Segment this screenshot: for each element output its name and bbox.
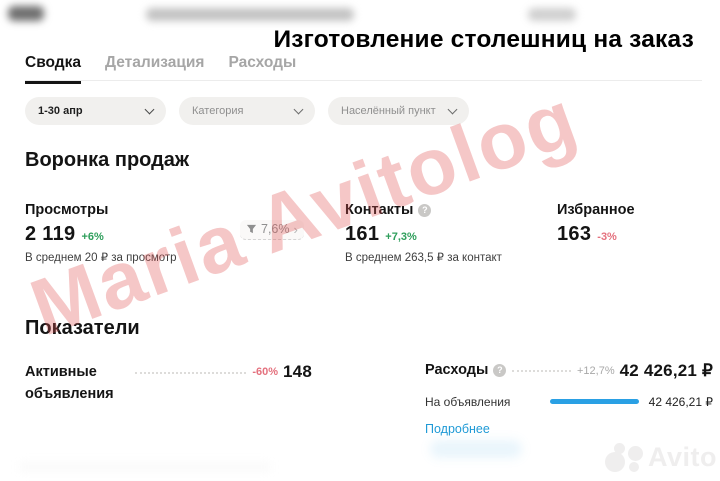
category-label: Категория xyxy=(192,105,244,117)
metric-contacts-delta: +7,3% xyxy=(385,231,417,243)
metric-contacts: Контакты ? 161 +7,3% В среднем 263,5 ₽ з… xyxy=(345,202,555,264)
expenses-value: 42 426,21 ₽ xyxy=(619,360,713,380)
metric-favorites-label: Избранное xyxy=(557,202,635,218)
metric-favorites-delta: -3% xyxy=(597,231,617,243)
blurred-account-name xyxy=(146,8,354,21)
avito-watermark: Avito xyxy=(604,440,717,474)
expenses-progress-bar xyxy=(550,399,639,405)
active-ads-delta: -60% xyxy=(252,366,279,378)
category-filter[interactable]: Категория xyxy=(179,97,315,125)
blurred-back-control xyxy=(8,6,44,21)
dotted-leader xyxy=(512,369,571,373)
expenses-ads-row: На объявления 42 426,21 ₽ xyxy=(425,395,713,409)
metric-favorites-value: 163 xyxy=(557,223,592,245)
avito-dots-icon xyxy=(604,440,646,474)
expenses-block: Расходы ? +12,7% 42 426,21 ₽ На объявлен… xyxy=(425,360,713,438)
expenses-delta: +12,7% xyxy=(577,364,615,377)
faint-bottom-smudge xyxy=(20,462,270,472)
metric-views-delta: +6% xyxy=(81,231,104,243)
help-icon[interactable]: ? xyxy=(493,364,507,378)
tab-details[interactable]: Детализация xyxy=(105,54,205,71)
chevron-down-icon xyxy=(293,104,304,115)
metric-contacts-label: Контакты xyxy=(345,202,414,218)
tab-expenses[interactable]: Расходы xyxy=(228,54,297,71)
active-ads-row: Активные объявления -60% 148 xyxy=(25,362,312,406)
location-filter[interactable]: Населённый пункт xyxy=(328,97,469,125)
help-icon[interactable]: ? xyxy=(418,203,432,217)
indicators-heading: Показатели xyxy=(25,317,140,339)
more-details-link[interactable]: Подробнее xyxy=(425,421,490,436)
tab-summary[interactable]: Сводка xyxy=(25,54,81,84)
views-to-contacts-conversion[interactable]: 7,6% › xyxy=(240,220,304,240)
active-ads-label: Активные объявления xyxy=(25,364,114,402)
date-range-label: 1-30 апр xyxy=(38,105,83,117)
funnel-heading: Воронка продаж xyxy=(25,149,190,171)
expenses-ads-value: 42 426,21 ₽ xyxy=(648,394,713,409)
avito-logo-text: Avito xyxy=(648,441,717,472)
chevron-right-icon: › xyxy=(293,221,298,237)
metric-views: Просмотры 2 119 +6% В среднем 20 ₽ за пр… xyxy=(25,202,240,264)
dotted-leader xyxy=(135,371,247,374)
expenses-ads-label: На объявления xyxy=(425,394,511,409)
tab-bar: Сводка Детализация Расходы xyxy=(25,54,296,84)
blurred-header-item xyxy=(528,8,576,21)
active-ads-value: 148 xyxy=(283,362,312,381)
metric-contacts-note: В среднем 263,5 ₽ за контакт xyxy=(345,252,502,264)
metric-contacts-value: 161 xyxy=(345,223,380,245)
location-label: Населённый пункт xyxy=(341,105,436,117)
page-title: Изготовление столешниц на заказ xyxy=(273,26,694,53)
chevron-down-icon xyxy=(144,104,155,115)
metric-views-note: В среднем 20 ₽ за просмотр xyxy=(25,252,177,264)
expenses-label: Расходы xyxy=(425,362,489,378)
filter-bar: 1-30 апр Категория Населённый пункт xyxy=(25,97,469,125)
tabs-divider xyxy=(25,80,702,81)
chevron-down-icon xyxy=(447,104,458,115)
conversion-value: 7,6% xyxy=(261,222,290,236)
blurred-chart-fragment xyxy=(430,440,522,458)
metric-views-label: Просмотры xyxy=(25,202,109,218)
metric-views-value: 2 119 xyxy=(25,223,76,245)
funnel-icon xyxy=(246,224,257,233)
metric-favorites: Избранное 163 -3% xyxy=(557,202,707,246)
date-range-filter[interactable]: 1-30 апр xyxy=(25,97,166,125)
